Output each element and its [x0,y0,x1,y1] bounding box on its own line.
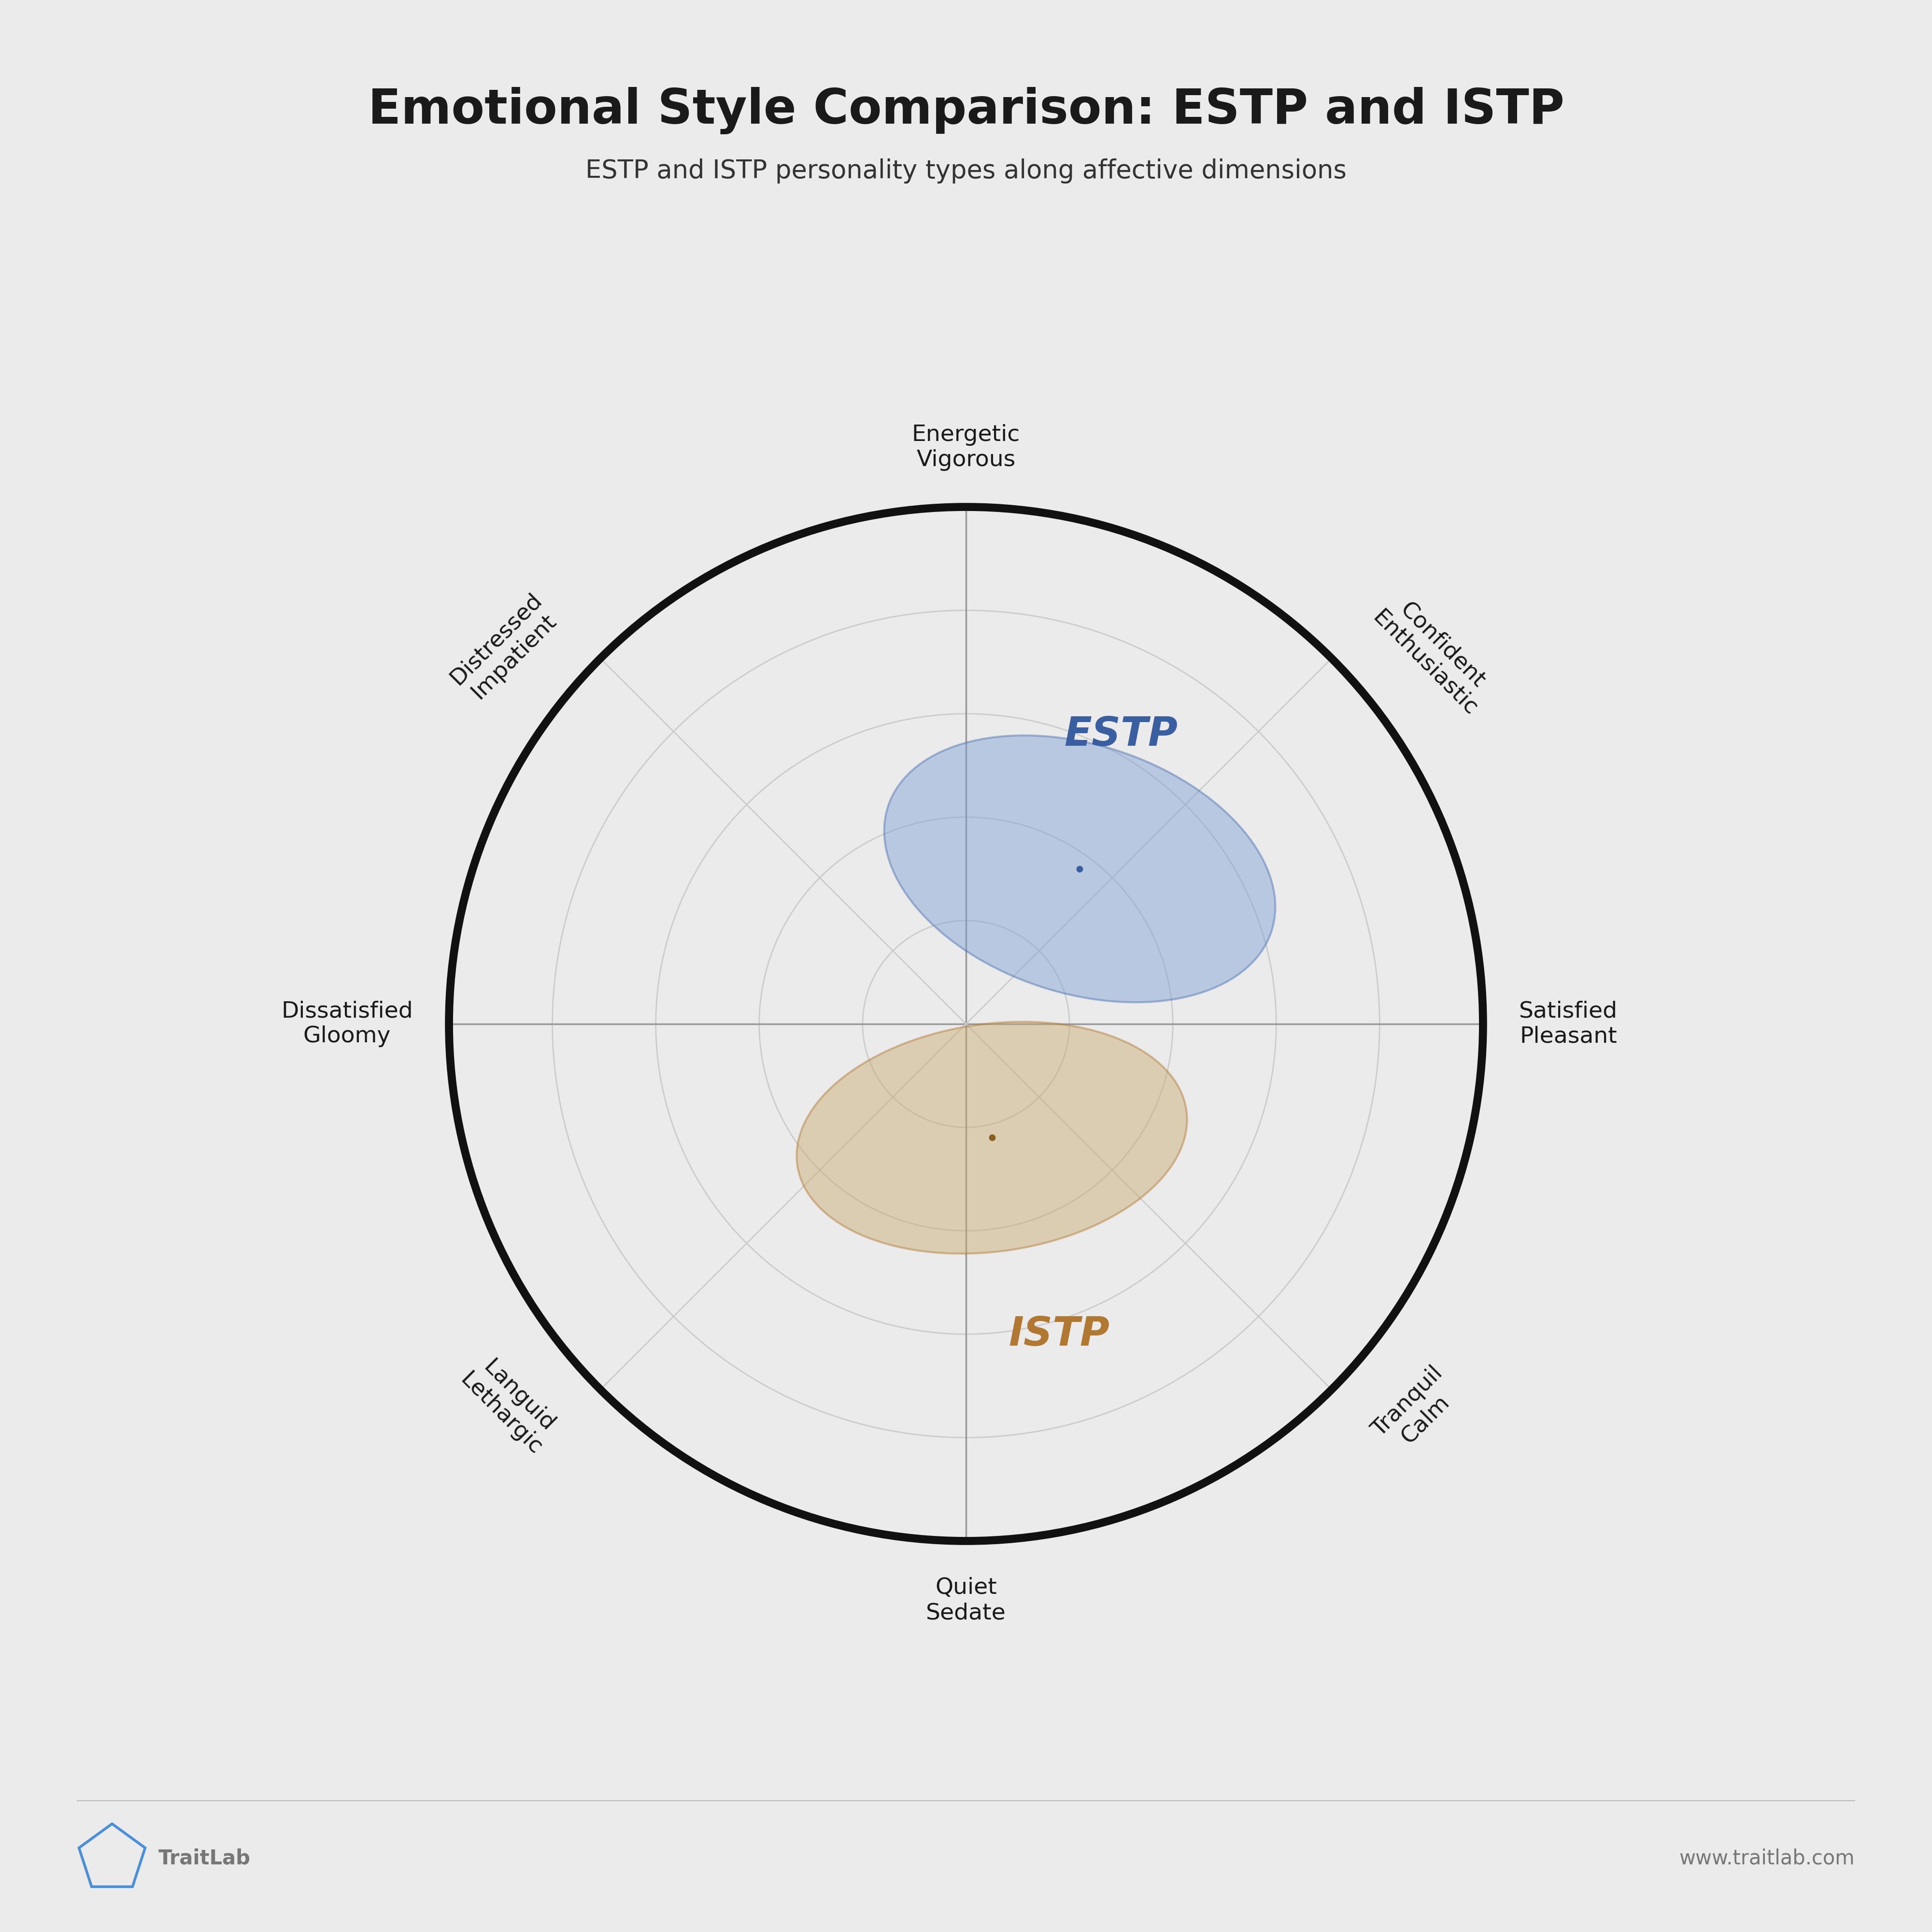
Text: ISTP: ISTP [1009,1314,1109,1354]
Text: TraitLab: TraitLab [158,1849,251,1868]
Text: Emotional Style Comparison: ESTP and ISTP: Emotional Style Comparison: ESTP and IST… [367,87,1565,135]
Point [976,1122,1007,1153]
Text: Energetic
Vigorous: Energetic Vigorous [912,423,1020,471]
Text: ESTP and ISTP personality types along affective dimensions: ESTP and ISTP personality types along af… [585,158,1347,184]
Point [1065,854,1095,885]
Text: Languid
Lethargic: Languid Lethargic [456,1350,564,1459]
Text: www.traitlab.com: www.traitlab.com [1679,1849,1855,1868]
Ellipse shape [796,1022,1186,1254]
Text: Satisfied
Pleasant: Satisfied Pleasant [1519,1001,1617,1047]
Text: Dissatisfied
Gloomy: Dissatisfied Gloomy [280,1001,413,1047]
Text: Quiet
Sedate: Quiet Sedate [925,1577,1007,1625]
Text: Tranquil
Calm: Tranquil Calm [1368,1362,1464,1459]
Text: Confident
Enthusiastic: Confident Enthusiastic [1368,589,1499,721]
Ellipse shape [885,736,1275,1003]
Text: ESTP: ESTP [1065,715,1179,753]
Text: Distressed
Impatient: Distressed Impatient [446,589,564,707]
